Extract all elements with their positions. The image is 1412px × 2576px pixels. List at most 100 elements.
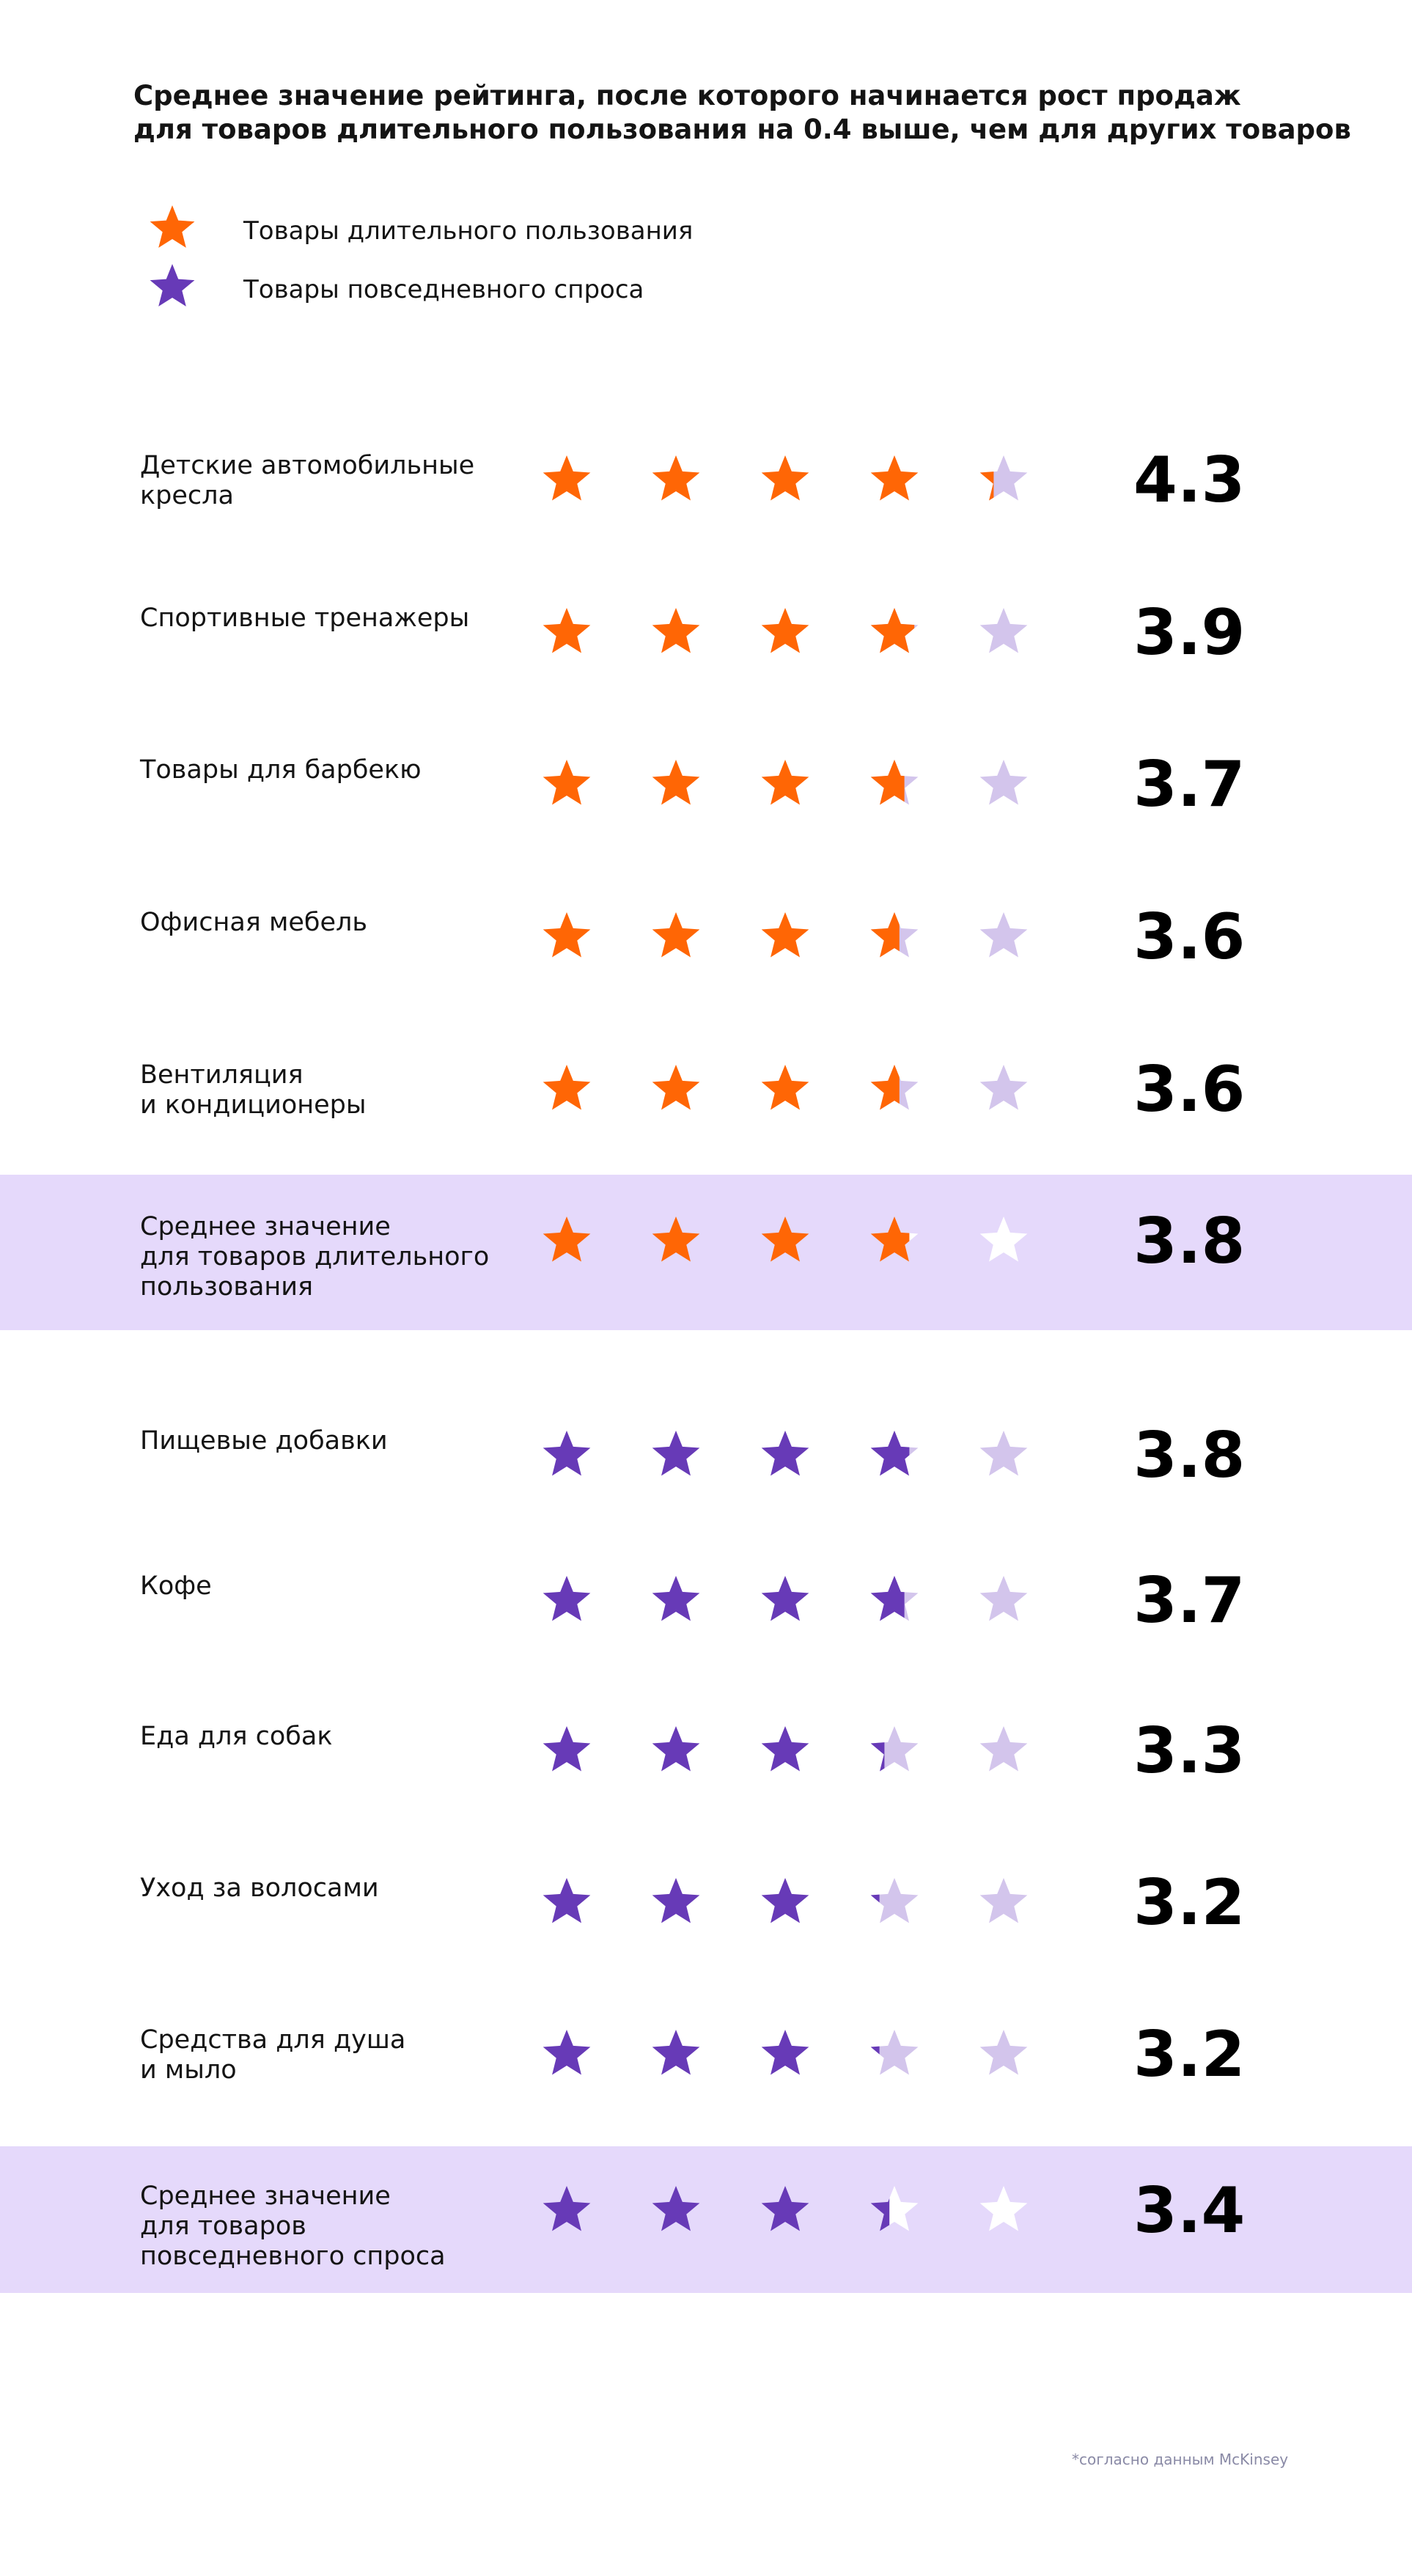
row-label-line: Средства для душа (140, 2025, 406, 2055)
star-empty-part (979, 1431, 1028, 1476)
row-star-rating (543, 608, 1028, 653)
row-label-line: Еда для собак (140, 1722, 333, 1751)
star-filled-part (870, 760, 905, 805)
star-empty-part (870, 2030, 919, 2075)
rating-star-icon (652, 455, 700, 501)
rating-star-icon (761, 1726, 809, 1772)
rating-star-icon (652, 1431, 700, 1476)
star-empty-part (979, 455, 1028, 501)
row-rating-value: 3.8 (1133, 1419, 1246, 1492)
rating-star-icon (761, 455, 809, 501)
star-filled-part (870, 1065, 900, 1110)
highlight-band-everyday-average (0, 2146, 1412, 2293)
rating-star-icon (761, 2030, 809, 2075)
row-label: Среднее значение для товаров повседневного… (140, 2181, 521, 2272)
row-label-line: и кондиционеры (140, 1090, 367, 1120)
row-rating-value: 3.2 (1133, 2018, 1246, 2091)
category-row: Кофе 3.7 (0, 1564, 1412, 1711)
star-filled-part (652, 608, 700, 653)
row-rating-value: 3.7 (1133, 1564, 1246, 1637)
star-filled-part (543, 1065, 591, 1110)
title-line-1: Среднее значение рейтинга, после которог… (133, 80, 1241, 111)
category-row: Вентиляция и кондиционеры 3.6 (0, 1053, 1412, 1200)
legend-label-everyday: Товары повседневного спроса (243, 275, 644, 304)
star-filled-part (761, 912, 809, 958)
rating-star-icon (543, 1878, 591, 1923)
rating-star-icon (543, 455, 591, 501)
rating-star-icon (870, 760, 919, 805)
rating-star-icon (870, 608, 919, 653)
rating-star-icon (979, 2186, 1028, 2231)
row-label-line: Спортивные тренажеры (140, 603, 470, 633)
rating-star-icon (870, 1431, 919, 1476)
rating-star-icon (870, 455, 919, 501)
star-filled-part (870, 455, 919, 501)
rating-star-icon (979, 1878, 1028, 1923)
rating-star-icon (979, 1431, 1028, 1476)
row-label-line: Детские автомобильные (140, 451, 475, 480)
row-label: Спортивные тренажеры (140, 603, 521, 634)
rating-star-icon (870, 912, 919, 958)
star-filled-part (543, 1217, 591, 1262)
star-filled-part (761, 608, 809, 653)
row-label: Товары для барбекю (140, 755, 521, 785)
star-filled-part (543, 2030, 591, 2075)
rating-star-icon (870, 1576, 919, 1621)
row-star-rating (543, 1576, 1028, 1621)
rating-star-icon (652, 1878, 700, 1923)
category-row: Еда для собак 3.3 (0, 1714, 1412, 1861)
rating-star-icon (870, 1878, 919, 1923)
row-label: Еда для собак (140, 1722, 521, 1752)
row-label-line: Пищевые добавки (140, 1426, 388, 1456)
category-row: Спортивные тренажеры 3.9 (0, 596, 1412, 743)
star-filled-part (652, 2030, 700, 2075)
rating-star-icon (761, 1065, 809, 1110)
rating-star-icon (543, 1431, 591, 1476)
row-rating-value: 3.8 (1133, 1205, 1246, 1278)
category-row: Средства для душа и мыло 3.2 (0, 2018, 1412, 2165)
star-empty-part (979, 760, 1028, 805)
row-star-rating (543, 1878, 1028, 1923)
star-empty-part (870, 1878, 919, 1923)
star-empty-part (979, 1065, 1028, 1110)
row-star-rating (543, 2186, 1028, 2231)
star-empty-part (979, 912, 1028, 958)
rating-star-icon (543, 912, 591, 958)
row-label-line: и мыло (140, 2055, 237, 2085)
rating-star-icon (761, 608, 809, 653)
row-label: Среднее значение для товаров длительного п… (140, 1212, 521, 1302)
row-label-line: пользования (140, 1272, 314, 1302)
star-empty-part (979, 2186, 1028, 2231)
row-label: Детские автомобильные кресла (140, 451, 521, 511)
rating-star-icon (652, 608, 700, 653)
row-label-line: для товаров (140, 2212, 306, 2241)
category-row: Пищевые добавки 3.8 (0, 1419, 1412, 1566)
star-filled-part (870, 1217, 910, 1262)
star-filled-part (543, 1878, 591, 1923)
star-filled-part (761, 1065, 809, 1110)
rating-star-icon (979, 1065, 1028, 1110)
row-label: Вентиляция и кондиционеры (140, 1060, 521, 1120)
star-filled-part (761, 760, 809, 805)
rating-star-icon (870, 1726, 919, 1772)
star-filled-part (543, 1726, 591, 1772)
row-label: Пищевые добавки (140, 1426, 521, 1456)
row-rating-value: 4.3 (1133, 444, 1246, 517)
star-filled-part (979, 471, 994, 501)
rating-star-icon (761, 760, 809, 805)
row-star-rating (543, 912, 1028, 958)
chart-title: Среднее значение рейтинга, после которог… (133, 79, 1380, 147)
row-label-line: Вентиляция (140, 1060, 304, 1090)
star-empty-part (979, 1217, 1028, 1262)
rating-star-icon (979, 760, 1028, 805)
star-filled-part (761, 1217, 809, 1262)
star-filled-part (543, 455, 591, 501)
rating-star-icon (761, 1217, 809, 1262)
rating-star-icon (979, 1576, 1028, 1621)
rating-star-icon (870, 2186, 919, 2231)
category-row: Детские автомобильные кресла 4.3 (0, 444, 1412, 590)
highlight-band-durable-average (0, 1175, 1412, 1330)
star-filled-part (870, 608, 915, 653)
rating-star-icon (652, 2186, 700, 2231)
star-filled-part (652, 760, 700, 805)
